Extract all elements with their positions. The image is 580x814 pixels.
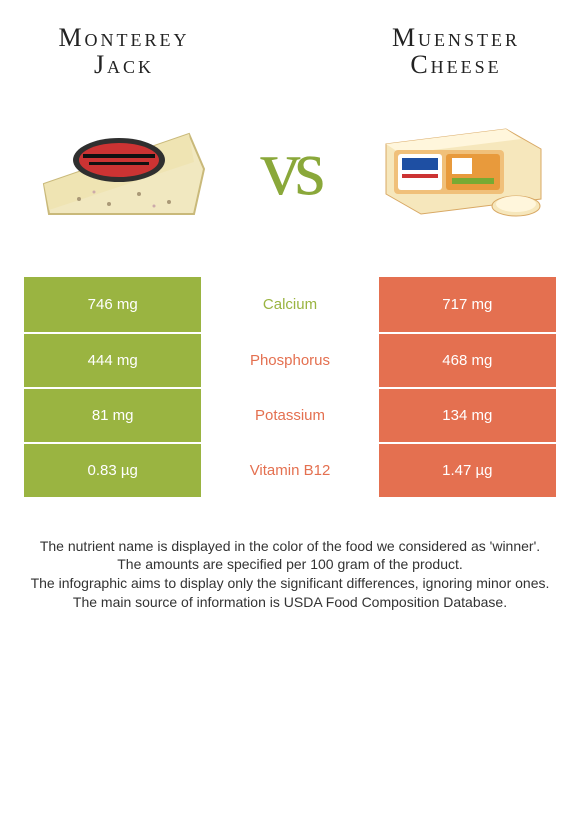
note-line: The nutrient name is displayed in the co…: [30, 537, 550, 556]
cheese-wedge-icon: [39, 114, 209, 224]
left-title-line2: Jack: [94, 50, 154, 79]
note-line: The amounts are specified per 100 gram o…: [30, 555, 550, 574]
left-title: Monterey Jack: [24, 24, 224, 79]
left-title-line1: Monterey: [58, 23, 189, 52]
cheese-block-icon: [366, 114, 546, 224]
infographic: Monterey Jack Muenster Cheese vs: [0, 0, 580, 612]
right-title-line1: Muenster: [392, 23, 520, 52]
right-food-image: [356, 99, 556, 239]
table-row: 81 mgPotassium134 mg: [24, 387, 556, 442]
note-line: The infographic aims to display only the…: [30, 574, 550, 593]
notes: The nutrient name is displayed in the co…: [24, 537, 556, 613]
nutrient-name: Phosphorus: [201, 334, 378, 387]
nutrient-name: Vitamin B12: [201, 444, 378, 497]
table-row: 0.83 µgVitamin B121.47 µg: [24, 442, 556, 497]
nutrient-name: Potassium: [201, 389, 378, 442]
header: Monterey Jack Muenster Cheese: [24, 24, 556, 79]
nutrient-table: 746 mgCalcium717 mg444 mgPhosphorus468 m…: [24, 277, 556, 497]
table-row: 444 mgPhosphorus468 mg: [24, 332, 556, 387]
images-row: vs: [24, 89, 556, 249]
vs-label: vs: [260, 123, 319, 214]
note-line: The main source of information is USDA F…: [30, 593, 550, 612]
right-value: 468 mg: [379, 334, 556, 387]
left-value: 0.83 µg: [24, 444, 201, 497]
table-row: 746 mgCalcium717 mg: [24, 277, 556, 332]
left-value: 81 mg: [24, 389, 201, 442]
right-value: 1.47 µg: [379, 444, 556, 497]
left-food-image: [24, 99, 224, 239]
nutrient-name: Calcium: [201, 277, 378, 332]
left-value: 444 mg: [24, 334, 201, 387]
right-title-line2: Cheese: [410, 50, 501, 79]
right-value: 717 mg: [379, 277, 556, 332]
right-value: 134 mg: [379, 389, 556, 442]
left-value: 746 mg: [24, 277, 201, 332]
right-title: Muenster Cheese: [356, 24, 556, 79]
